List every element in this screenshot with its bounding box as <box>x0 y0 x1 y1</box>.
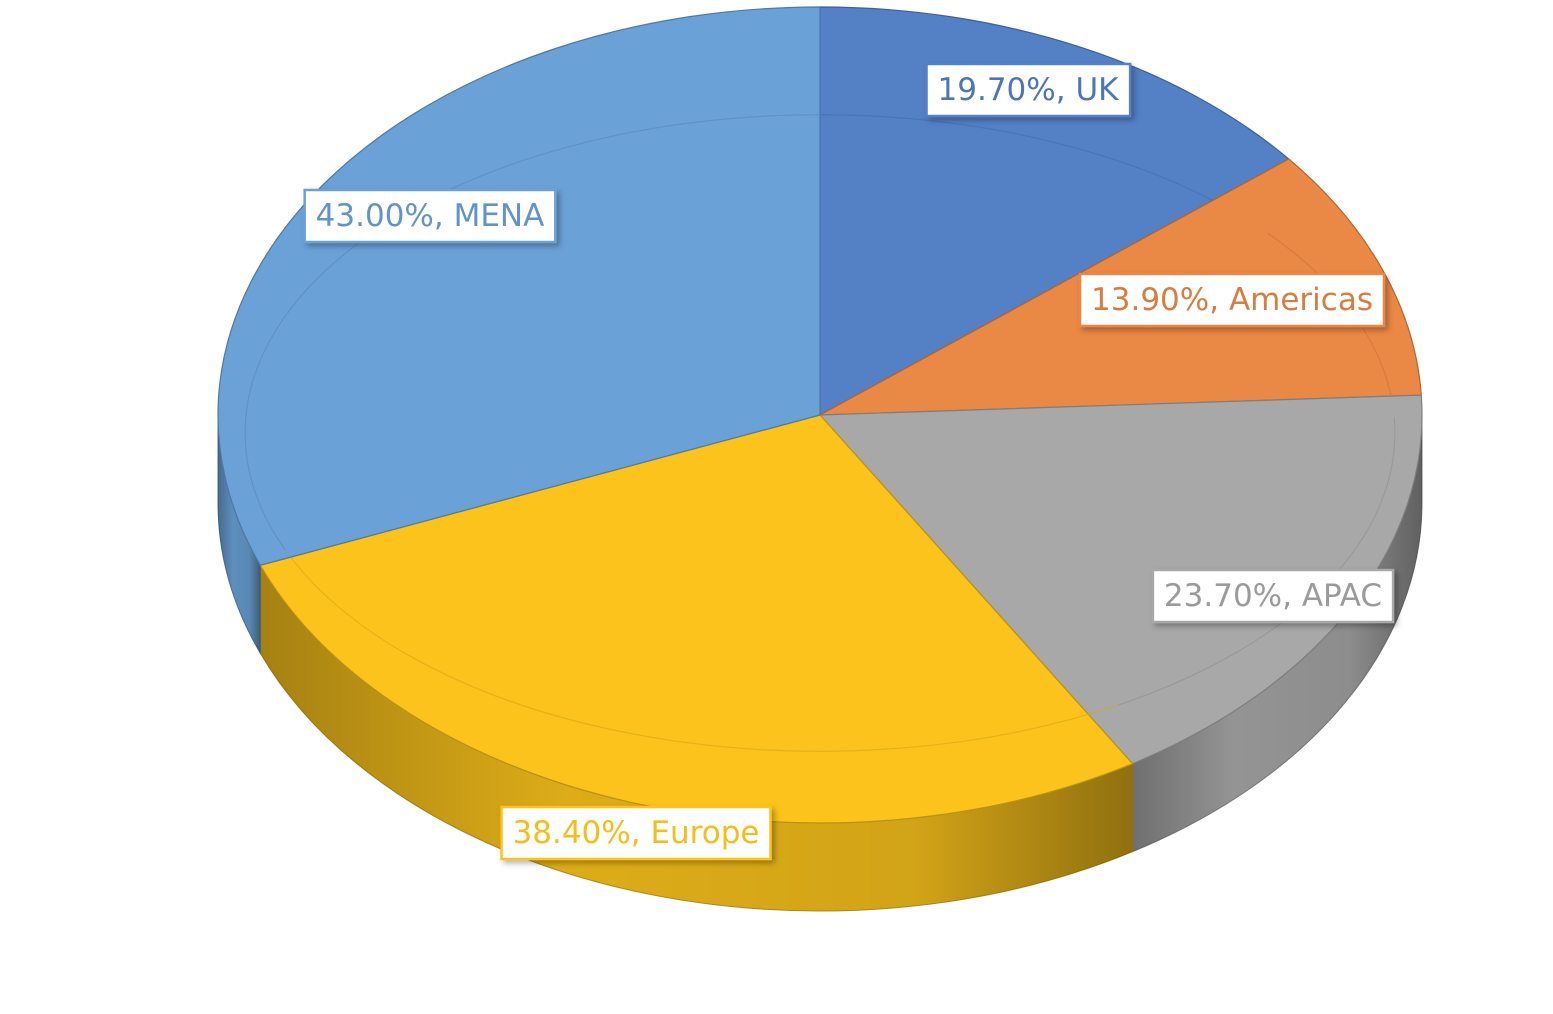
pie-slice-bevel <box>244 114 821 551</box>
pie-side-shading <box>1132 415 1422 852</box>
pie-side-walls <box>217 414 1423 912</box>
pie-slice-mena <box>217 6 821 566</box>
data-label-europe: 38.40%, Europe <box>500 805 772 861</box>
data-label-box <box>925 62 1132 118</box>
data-label-americas: 13.90%, Americas <box>1078 272 1386 328</box>
pie-slice-europe <box>259 414 1134 824</box>
data-label-box <box>500 805 772 861</box>
pie-side-shading <box>218 415 261 654</box>
pie-slice-bevel <box>285 549 1119 752</box>
data-label-box <box>1151 568 1395 624</box>
data-label-text: 13.90%, Americas <box>1091 282 1373 318</box>
data-label-apac: 23.70%, APAC <box>1151 568 1395 624</box>
pie-side-shading <box>260 565 1133 911</box>
data-label-text: 43.00%, MENA <box>316 198 545 234</box>
data-label-box <box>1078 272 1386 328</box>
data-label-text: 38.40%, Europe <box>513 815 760 851</box>
data-label-mena: 43.00%, MENA <box>303 188 557 244</box>
data-label-text: 23.70%, APAC <box>1164 578 1382 614</box>
pie-top-faces <box>217 6 1423 824</box>
data-label-box <box>303 188 557 244</box>
data-label-text: 19.70%, UK <box>938 72 1120 108</box>
pie-data-labels: 19.70%, UK 13.90%, Americas 23.70%, APAC 38… <box>303 62 1395 861</box>
data-label-uk: 19.70%, UK <box>925 62 1132 118</box>
